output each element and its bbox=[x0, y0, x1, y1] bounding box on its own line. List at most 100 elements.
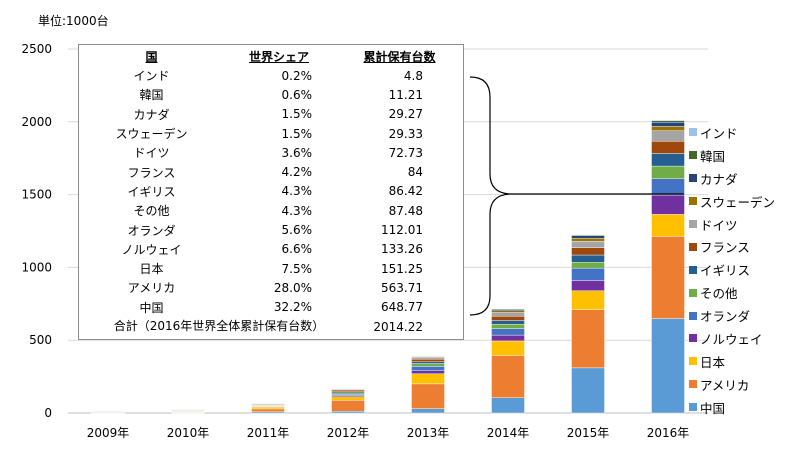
country-cell: ノルウェイ bbox=[121, 242, 182, 257]
bar-segment bbox=[651, 126, 685, 131]
count-cell: 29.33 bbox=[388, 126, 423, 141]
legend-label: アメリカ bbox=[700, 377, 750, 393]
bar-segment bbox=[571, 254, 605, 263]
bar-segment bbox=[571, 238, 605, 242]
table-row: スウェーデン 1.5% 29.33 bbox=[79, 124, 465, 143]
share-cell: 28.0% bbox=[273, 280, 312, 295]
table-row: インド 0.2% 4.8 bbox=[79, 66, 465, 85]
bar-segment bbox=[491, 323, 525, 329]
share-cell: 4.3% bbox=[281, 184, 313, 199]
legend-item: イギリス bbox=[689, 258, 775, 281]
share-cell: 0.6% bbox=[281, 87, 313, 102]
country-cell: オランダ bbox=[127, 223, 176, 238]
bar-segment bbox=[331, 400, 365, 412]
legend-item: その他 bbox=[689, 281, 775, 304]
country-cell: 韓国 bbox=[139, 88, 164, 103]
bar-segment bbox=[491, 308, 525, 310]
table-row: 日本 7.5% 151.25 bbox=[79, 259, 465, 278]
bar-segment bbox=[251, 406, 285, 410]
x-tick-label: 2009年 bbox=[87, 426, 130, 440]
country-cell: イギリス bbox=[127, 184, 176, 199]
count-cell: 563.71 bbox=[381, 280, 423, 295]
country-cell: フランス bbox=[127, 165, 176, 180]
table-row: ドイツ 3.6% 72.73 bbox=[79, 143, 465, 162]
legend-swatch bbox=[689, 357, 697, 366]
count-cell: 151.25 bbox=[381, 261, 423, 276]
bar-segment bbox=[91, 410, 125, 412]
bar-segment bbox=[571, 240, 605, 248]
table-row: カナダ 1.5% 29.27 bbox=[79, 105, 465, 124]
header-cumulative-count: 累計保有台数 bbox=[363, 50, 436, 64]
legend-swatch bbox=[689, 197, 697, 206]
bar-segment bbox=[651, 318, 685, 414]
bar-segment bbox=[491, 334, 525, 342]
country-cell: 日本 bbox=[139, 262, 164, 277]
legend-label: ノルウェイ bbox=[700, 331, 763, 347]
count-cell: 648.77 bbox=[381, 300, 423, 315]
count-cell: 87.48 bbox=[388, 203, 423, 218]
bar-segment bbox=[411, 358, 445, 362]
country-cell: インド bbox=[133, 69, 170, 84]
table-row: 中国 32.2% 648.77 bbox=[79, 298, 465, 317]
legend-label: 中国 bbox=[700, 400, 726, 416]
x-tick-label: 2012年 bbox=[327, 426, 370, 440]
legend-item: ノルウェイ bbox=[689, 327, 775, 350]
bar-segment bbox=[651, 141, 685, 154]
bar-segment bbox=[491, 340, 525, 356]
bar-segment bbox=[491, 310, 525, 313]
bar-segment bbox=[171, 409, 205, 410]
bar-segment bbox=[411, 357, 445, 360]
legend-item: スウェーデン bbox=[689, 190, 775, 213]
bar-segment bbox=[411, 383, 445, 409]
share-cell: 6.6% bbox=[281, 242, 313, 257]
y-tick-label: 0 bbox=[44, 406, 52, 420]
country-cell: 中国 bbox=[139, 300, 164, 315]
x-tick-label: 2015年 bbox=[567, 426, 610, 440]
bar-segment bbox=[411, 361, 445, 364]
bracket bbox=[469, 76, 511, 316]
y-tick-label: 500 bbox=[29, 333, 52, 347]
bar-segment bbox=[411, 370, 445, 374]
unit-label: 単位:1000台 bbox=[38, 14, 109, 28]
table-row: フランス 4.2% 84 bbox=[79, 162, 465, 181]
legend-item: 韓国 bbox=[689, 144, 775, 167]
bar-segment bbox=[651, 165, 685, 179]
bar-segment bbox=[491, 397, 525, 414]
share-cell: 32.2% bbox=[273, 300, 312, 315]
x-tick-label: 2011年 bbox=[247, 426, 290, 440]
bar-segment bbox=[571, 247, 605, 256]
legend-item: インド bbox=[689, 121, 775, 144]
legend-swatch bbox=[689, 128, 697, 137]
bar-segment bbox=[411, 366, 445, 371]
table-row: 韓国 0.6% 11.21 bbox=[79, 85, 465, 104]
share-cell: 4.3% bbox=[281, 203, 313, 218]
share-cell: 1.5% bbox=[281, 107, 313, 122]
bar-segment bbox=[651, 122, 685, 127]
bar-segment bbox=[571, 280, 605, 291]
x-tick-label: 2016年 bbox=[647, 426, 690, 440]
count-cell: 72.73 bbox=[388, 145, 423, 160]
bar-segment bbox=[411, 408, 445, 414]
x-tick-label: 2014年 bbox=[487, 426, 530, 440]
bar-segment bbox=[651, 194, 685, 215]
y-tick-label: 2000 bbox=[21, 115, 52, 129]
bar-segment bbox=[491, 315, 525, 321]
bar-segment bbox=[491, 328, 525, 336]
legend-swatch bbox=[689, 174, 697, 183]
legend-label: フランス bbox=[700, 240, 750, 256]
total-label: 合計（2016年世界全体累計保有台数） bbox=[113, 318, 325, 333]
bar-segment bbox=[251, 408, 285, 413]
share-cell: 4.2% bbox=[281, 165, 313, 180]
count-cell: 29.27 bbox=[388, 107, 423, 122]
bar-segment bbox=[331, 389, 365, 392]
bar-segment bbox=[571, 367, 605, 414]
bar-segment bbox=[491, 320, 525, 325]
legend-label: イギリス bbox=[700, 263, 751, 279]
table-total-row: 合計（2016年世界全体累計保有台数） 2014.22 bbox=[79, 317, 465, 336]
count-cell: 112.01 bbox=[381, 223, 423, 238]
legend-item: フランス bbox=[689, 235, 775, 258]
bar-segment bbox=[331, 411, 365, 414]
legend-swatch bbox=[689, 380, 697, 389]
bar-segment bbox=[571, 290, 605, 310]
bar-segment bbox=[571, 262, 605, 269]
